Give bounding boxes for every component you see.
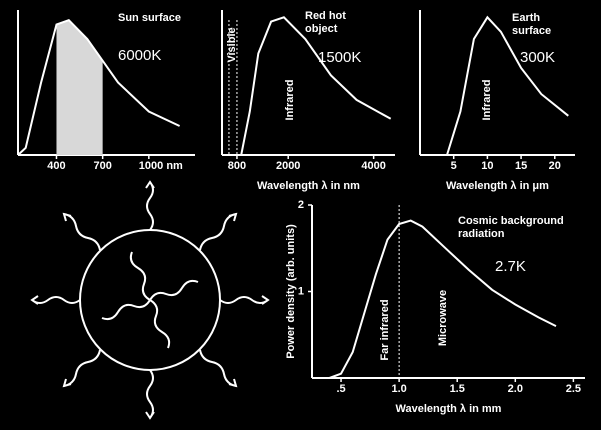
x-axis-label: Wavelength λ in mm [396, 403, 502, 415]
ray [30, 295, 81, 305]
wave [149, 279, 199, 301]
x-tick-label: 1000 nm [139, 160, 183, 172]
x-tick-label: 10 [481, 160, 493, 172]
x-tick-label: 800 [228, 160, 246, 172]
x-tick-label: 1.5 [450, 383, 465, 395]
temperature: 1500K [318, 49, 362, 66]
y-tick-label: 2 [298, 199, 304, 211]
curve [17, 19, 181, 156]
x-tick-label: 2000 [276, 160, 300, 172]
temperature: 6000K [118, 47, 162, 64]
region-label: Infrared [284, 80, 296, 121]
x-axis-label: Wavelength λ in μm [446, 180, 549, 192]
visible-band [56, 20, 103, 155]
region-label: Far infrared [379, 299, 391, 360]
wave [149, 299, 171, 349]
x-tick-label: 1.0 [391, 383, 406, 395]
chart-title: Red hot object [305, 10, 346, 35]
ray [199, 349, 238, 388]
x-tick-label: 15 [515, 160, 527, 172]
ray [145, 369, 155, 420]
radiating-sphere [30, 180, 270, 420]
ray [199, 212, 238, 251]
temperature: 2.7K [495, 258, 526, 275]
ray [62, 349, 101, 388]
x-tick-label: .5 [336, 383, 345, 395]
wave [101, 299, 151, 321]
x-tick-label: 4000 [361, 160, 385, 172]
wave [129, 251, 151, 301]
ray [219, 295, 270, 305]
x-tick-label: 700 [93, 160, 111, 172]
x-tick-label: 2.0 [508, 383, 523, 395]
curve [240, 16, 392, 156]
region-label: Microwave [437, 290, 449, 346]
curve [329, 219, 557, 379]
x-tick-label: 2.5 [566, 383, 581, 395]
region-label: Visible [226, 27, 238, 62]
x-tick-label: 20 [549, 160, 561, 172]
chart-title: Cosmic background radiation [458, 215, 564, 240]
x-tick-label: 5 [451, 160, 457, 172]
y-tick-label: 1 [298, 285, 304, 297]
y-axis-label: Power density (arb. units) [285, 224, 297, 359]
chart-title: Sun surface [118, 12, 181, 24]
temperature: 300K [520, 49, 556, 66]
region-label: Infrared [481, 80, 493, 121]
chart-title: Earth surface [512, 12, 552, 37]
curve [446, 15, 569, 156]
x-tick-label: 400 [47, 160, 65, 172]
ray [62, 212, 101, 251]
ray [145, 180, 155, 231]
x-axis-label: Wavelength λ in nm [257, 180, 360, 192]
